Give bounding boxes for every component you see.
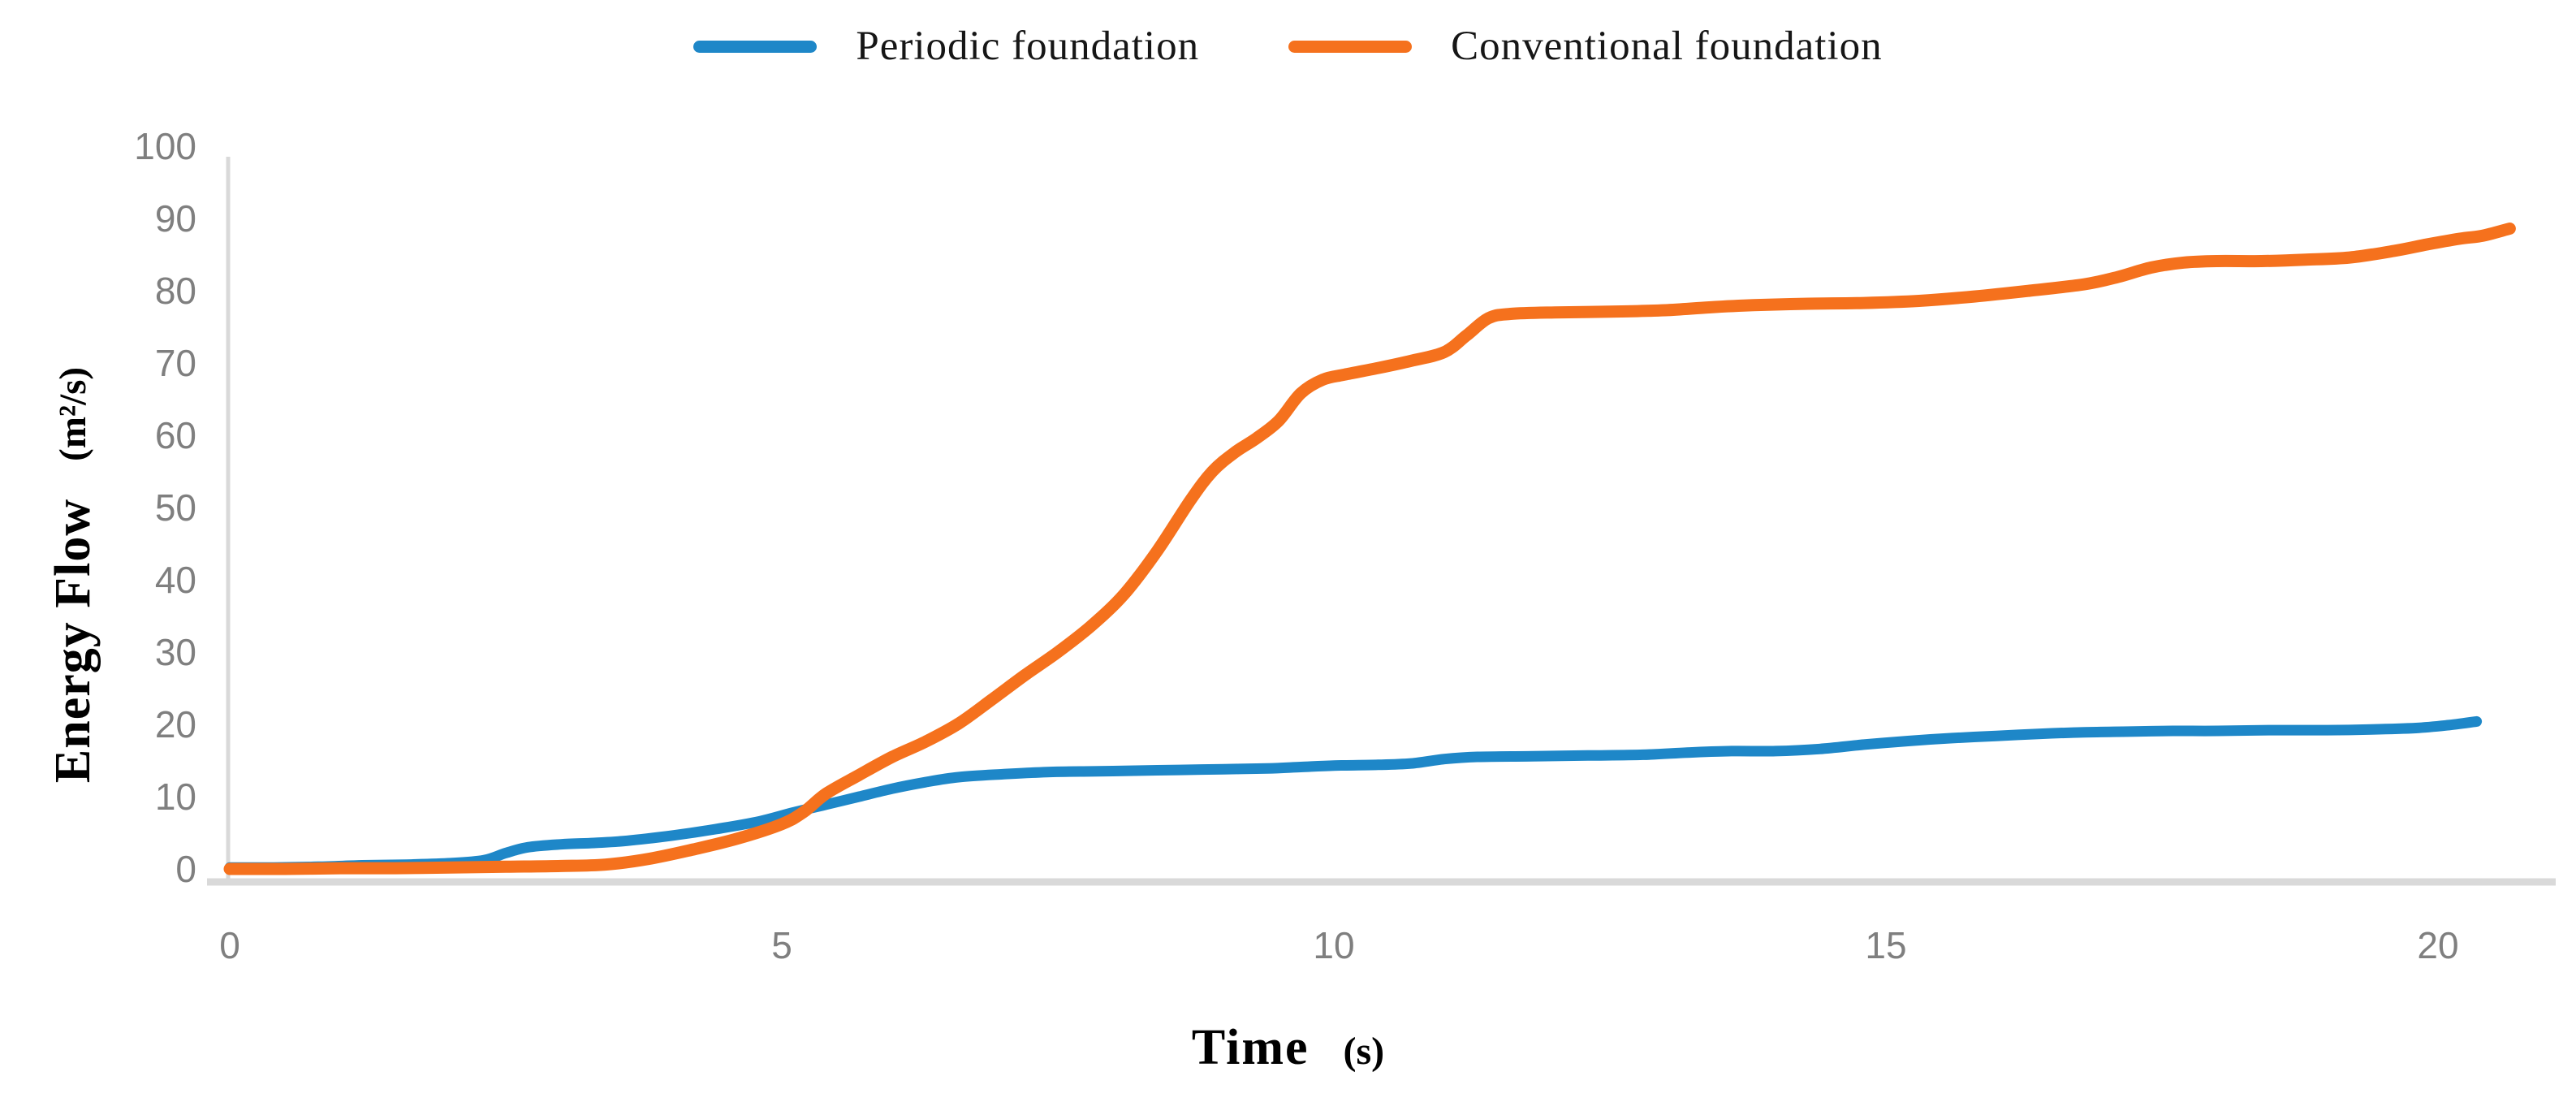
y-tick-label-90: 90 (155, 197, 196, 240)
y-tick-label-100: 100 (134, 125, 196, 167)
x-tick-label-0: 0 (219, 924, 240, 966)
y-tick-label-10: 10 (155, 776, 196, 818)
series-line-periodic-foundation (224, 715, 2483, 873)
legend-swatch-periodic-icon (693, 40, 818, 53)
y-tick-label-70: 70 (155, 342, 196, 384)
y-tick-label-20: 20 (155, 703, 196, 745)
legend-item-conventional: Conventional foundation (1288, 23, 1883, 70)
x-axis-title-text: Time (1191, 1020, 1310, 1075)
x-tick-label-10: 10 (1313, 924, 1354, 966)
x-tick-label-5: 5 (771, 924, 792, 966)
x-tick-label-15: 15 (1865, 924, 1906, 966)
x-axis-title: Time (s) (0, 1019, 2576, 1077)
x-axis-unit: (s) (1343, 1030, 1385, 1073)
y-tick-label-60: 60 (155, 414, 196, 456)
y-tick-label-0: 0 (175, 848, 196, 890)
legend: Periodic foundation Conventional foundat… (0, 23, 2576, 70)
y-tick-label-40: 40 (155, 559, 196, 601)
y-tick-label-30: 30 (155, 631, 196, 673)
y-tick-label-80: 80 (155, 270, 196, 312)
legend-swatch-conventional-icon (1288, 40, 1413, 53)
series-line-conventional-foundation (223, 223, 2516, 875)
legend-label-periodic: Periodic foundation (856, 24, 1200, 69)
y-tick-label-50: 50 (155, 486, 196, 529)
legend-item-periodic: Periodic foundation (693, 23, 1199, 70)
x-tick-label-20: 20 (2417, 924, 2458, 966)
legend-label-conventional: Conventional foundation (1451, 24, 1883, 69)
